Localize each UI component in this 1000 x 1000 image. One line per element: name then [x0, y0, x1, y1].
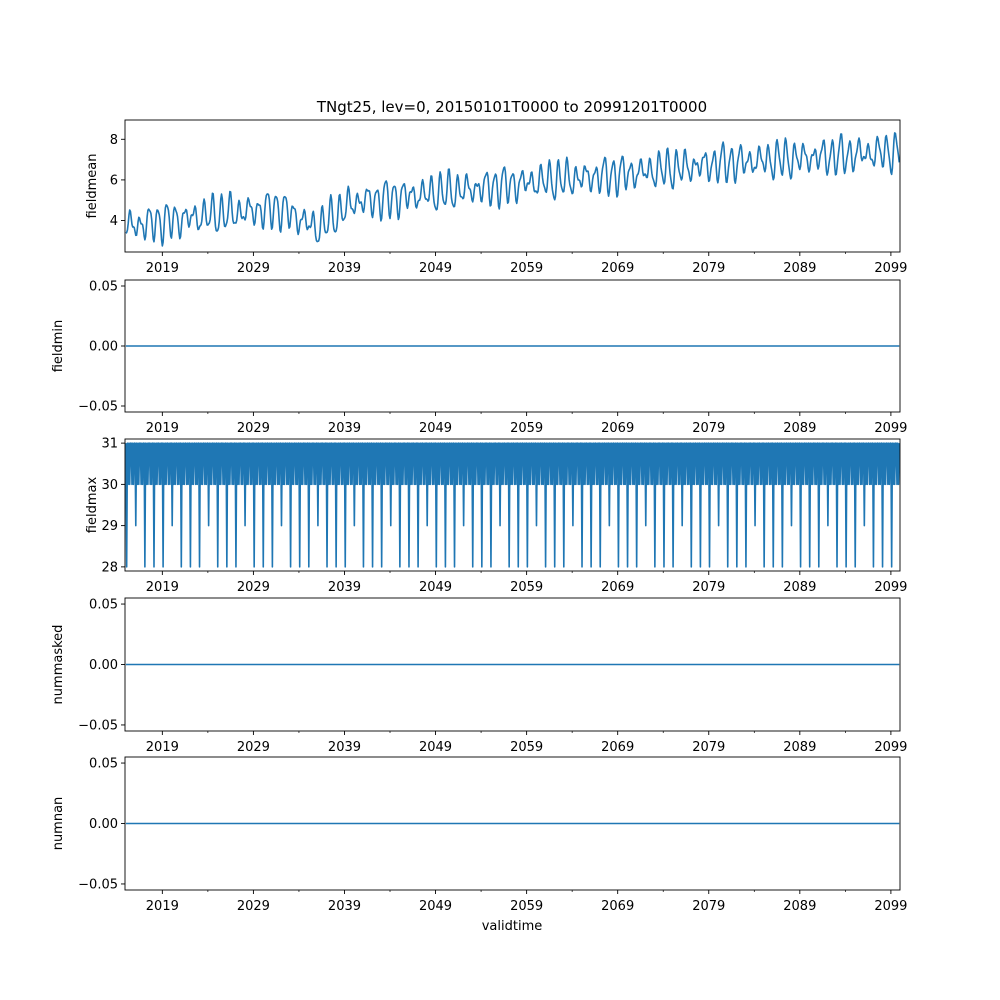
x-tick-label: 2089	[783, 740, 816, 755]
y-tick-label: 28	[101, 560, 118, 575]
x-tick-label: 2029	[237, 740, 270, 755]
x-tick-label: 2049	[419, 421, 452, 436]
y-axis-label: fieldmean	[85, 154, 100, 219]
x-tick-label: 2019	[146, 899, 179, 914]
x-tick-label: 2039	[328, 261, 361, 276]
y-tick-label: 31	[101, 437, 118, 452]
x-tick-label: 2019	[146, 421, 179, 436]
fieldmean-panel: 2019 2029 2039 2049 2059 2069 2079 2089 2099 4 6 8f…	[85, 119, 907, 276]
y-tick-label: 4	[110, 214, 118, 229]
x-tick-label: 2049	[419, 580, 452, 595]
x-tick-label: 2099	[874, 421, 907, 436]
x-tick-label: 2059	[510, 421, 543, 436]
x-tick-label: 2019	[146, 740, 179, 755]
panels: 2019 2029 2039 2049 2059 2069 2079 2089 2099468f…	[51, 119, 907, 914]
x-tick-label: 2039	[328, 580, 361, 595]
x-tick-label: 2049	[419, 261, 452, 276]
x-tick-label: 2089	[783, 580, 816, 595]
y-tick-label: 29	[101, 519, 118, 534]
x-tick-label: 2089	[783, 899, 816, 914]
x-tick-label: 2089	[783, 261, 816, 276]
fieldmax-series-line	[125, 442, 900, 568]
y-axis-label: fieldmax	[85, 477, 100, 534]
x-tick-label: 2059	[510, 899, 543, 914]
x-tick-label: 2049	[419, 740, 452, 755]
x-tick-label: 2069	[601, 261, 634, 276]
y-tick-label: 6	[110, 173, 118, 188]
x-tick-label: 2099	[874, 580, 907, 595]
y-tick-label: 30	[101, 478, 118, 493]
x-axis-label: validtime	[482, 919, 543, 934]
y-axis-label: nummasked	[51, 625, 66, 705]
y-tick-label: 0.05	[89, 757, 118, 772]
y-tick-label: 8	[110, 133, 118, 148]
y-tick-label: 0.05	[89, 280, 118, 295]
x-tick-label: 2069	[601, 899, 634, 914]
x-tick-label: 2019	[146, 261, 179, 276]
x-tick-label: 2029	[237, 261, 270, 276]
y-tick-label: −0.05	[78, 718, 118, 733]
fieldmax-panel: 2019 2029 2039 2049 2059 2069 2079 2089 2099 28 29…	[85, 437, 907, 595]
x-tick-label: 2069	[601, 740, 634, 755]
x-tick-label: 2039	[328, 899, 361, 914]
x-tick-label: 2029	[237, 580, 270, 595]
numnan-panel: 2019 2029 2039 2049 2059 2069 2079 2089 2099 −0.0…	[51, 757, 907, 914]
x-tick-label: 2079	[692, 899, 725, 914]
y-tick-label: 0.00	[89, 340, 118, 355]
y-axis-label: numnan	[51, 797, 66, 851]
x-tick-label: 2089	[783, 421, 816, 436]
x-tick-label: 2059	[510, 261, 543, 276]
axes-frame	[124, 438, 901, 572]
x-tick-label: 2039	[328, 740, 361, 755]
x-tick-label: 2099	[874, 899, 907, 914]
x-tick-label: 2079	[692, 740, 725, 755]
x-tick-label: 2079	[692, 580, 725, 595]
x-tick-label: 2039	[328, 421, 361, 436]
x-tick-label: 2019	[146, 580, 179, 595]
x-tick-label: 2099	[874, 261, 907, 276]
y-tick-label: 0.00	[89, 817, 118, 832]
nummasked-panel: 2019 2029 2039 2049 2059 2069 2079 2089 2099 −0.0…	[51, 598, 907, 755]
fieldmean-series-line	[125, 132, 900, 247]
y-tick-label: 0.00	[89, 658, 118, 673]
x-tick-label: 2029	[237, 899, 270, 914]
y-tick-label: −0.05	[78, 877, 118, 892]
y-tick-label: 0.05	[89, 598, 118, 613]
x-tick-label: 2049	[419, 899, 452, 914]
x-tick-label: 2079	[692, 421, 725, 436]
fieldmin-panel: 2019 2029 2039 2049 2059 2069 2079 2089 2099 −0.0…	[51, 280, 907, 437]
x-tick-label: 2079	[692, 261, 725, 276]
axes-frame	[124, 119, 901, 253]
x-tick-label: 2069	[601, 421, 634, 436]
y-axis-label: fieldmin	[51, 320, 66, 373]
x-tick-label: 2059	[510, 740, 543, 755]
chart-title: TNgt25, lev=0, 20150101T0000 to 20991201…	[316, 98, 707, 116]
x-tick-label: 2069	[601, 580, 634, 595]
x-tick-label: 2099	[874, 740, 907, 755]
x-tick-label: 2059	[510, 580, 543, 595]
y-tick-label: −0.05	[78, 400, 118, 415]
x-tick-label: 2029	[237, 421, 270, 436]
